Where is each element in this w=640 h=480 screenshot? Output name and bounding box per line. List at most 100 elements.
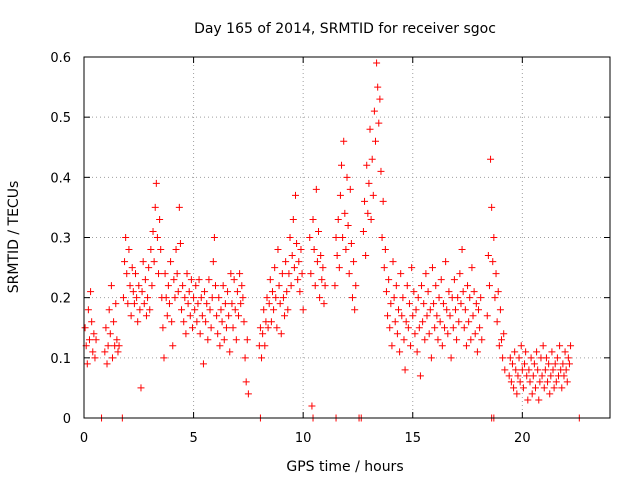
data-point [290, 264, 298, 272]
data-point [168, 318, 176, 326]
data-point [561, 348, 569, 356]
data-point [213, 312, 221, 320]
data-point [231, 306, 239, 314]
data-point [288, 252, 296, 260]
data-point [484, 252, 492, 260]
data-point [148, 282, 156, 290]
data-point [127, 312, 135, 320]
data-point [340, 137, 348, 145]
data-point [265, 300, 273, 308]
data-point [84, 306, 92, 314]
data-point [377, 167, 385, 175]
data-point [129, 288, 137, 296]
data-point [420, 300, 428, 308]
data-point [515, 354, 523, 362]
data-point [221, 300, 229, 308]
data-point [222, 324, 230, 332]
data-point [478, 336, 486, 344]
data-point [341, 209, 349, 217]
data-point [155, 270, 163, 278]
data-point [547, 372, 555, 380]
data-point [187, 276, 195, 284]
data-point [487, 155, 495, 163]
y-axis-label: SRMTID / TECUs [6, 181, 22, 294]
data-point [453, 336, 461, 344]
data-point [225, 312, 233, 320]
data-point [501, 366, 509, 374]
data-point [396, 348, 404, 356]
data-point [400, 336, 408, 344]
data-point [279, 294, 287, 302]
data-point [119, 294, 127, 302]
data-point [133, 294, 141, 302]
data-point [536, 378, 544, 386]
data-point [207, 324, 215, 332]
x-axis-label: GPS time / hours [286, 459, 403, 475]
data-point [244, 390, 252, 398]
data-point [236, 270, 244, 278]
data-point [183, 270, 191, 278]
data-point [239, 294, 247, 302]
data-point [198, 312, 206, 320]
data-point [161, 270, 169, 278]
data-point [235, 312, 243, 320]
data-point [209, 258, 217, 266]
data-point [102, 324, 110, 332]
data-point [550, 384, 558, 392]
data-point [398, 312, 406, 320]
data-point [410, 288, 418, 296]
data-point [368, 155, 376, 163]
data-point [336, 191, 344, 199]
x-tick-label: 15 [404, 431, 421, 446]
data-point [126, 282, 134, 290]
data-point [476, 324, 484, 332]
data-point [412, 306, 420, 314]
data-point [470, 288, 478, 296]
data-point [373, 59, 381, 67]
data-point [551, 360, 559, 368]
data-point [294, 276, 302, 284]
data-point [449, 324, 457, 332]
data-point [419, 318, 427, 326]
data-point [192, 282, 200, 290]
data-point [228, 300, 236, 308]
data-point [507, 378, 515, 386]
data-point [393, 330, 401, 338]
data-point [172, 246, 180, 254]
data-point [105, 306, 113, 314]
data-point [475, 306, 482, 314]
data-point [352, 282, 360, 290]
data-point [535, 396, 543, 404]
data-point [306, 234, 314, 241]
data-point [365, 179, 373, 187]
data-point [414, 294, 422, 302]
data-point [441, 324, 449, 332]
data-point [544, 378, 552, 386]
data-point [139, 258, 147, 266]
data-point [205, 276, 213, 284]
data-point [539, 342, 547, 350]
y-tick-label: 0.6 [50, 51, 71, 66]
data-point [374, 83, 382, 91]
data-point [563, 378, 571, 386]
data-point [345, 270, 353, 278]
data-point [140, 300, 148, 308]
data-point [134, 318, 142, 326]
data-point [260, 306, 268, 314]
data-point [427, 354, 435, 362]
data-point [150, 258, 158, 266]
data-point [271, 264, 279, 272]
data-point [403, 282, 411, 290]
data-point [477, 294, 485, 302]
data-point [83, 360, 91, 368]
data-point [278, 270, 286, 278]
data-point [313, 258, 321, 266]
data-point [114, 348, 122, 356]
data-point [152, 179, 160, 187]
data-point [462, 342, 470, 350]
data-point [467, 336, 475, 344]
data-point [399, 294, 407, 302]
data-point [364, 209, 372, 217]
data-point [545, 360, 553, 368]
data-point [101, 348, 109, 356]
